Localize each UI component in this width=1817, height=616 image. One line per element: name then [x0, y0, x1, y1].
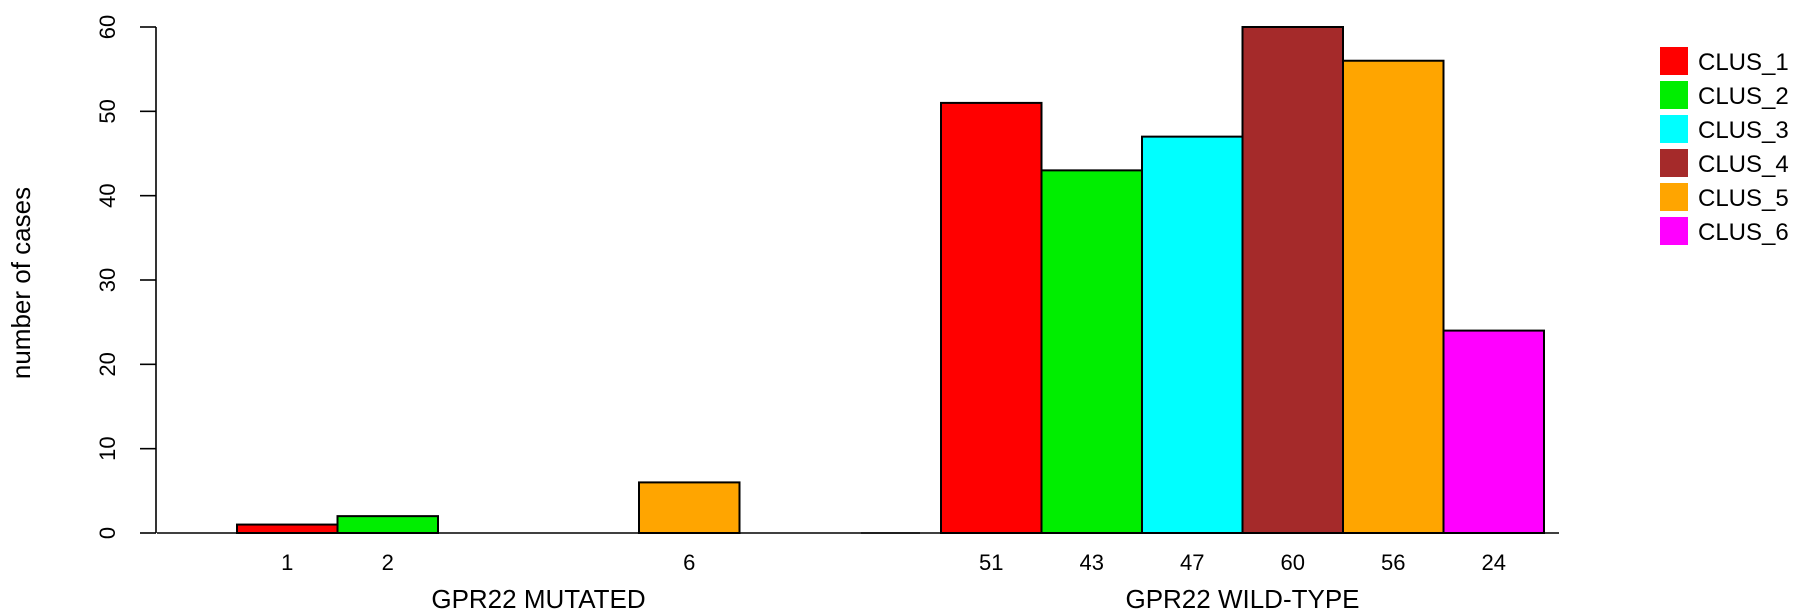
- bar-count-label: 56: [1381, 550, 1405, 575]
- bar-count-label: 1: [281, 550, 293, 575]
- legend-swatch: [1660, 47, 1688, 75]
- bar-count-label: 24: [1482, 550, 1506, 575]
- panel-1: 51 43 47 60 56 24 GPR22 WILD-TYPE: [861, 26, 1559, 614]
- chart-panels: 1 2 6 GPR22 MUTATED 51 43 47 60 56 24 GPR22 WILD-T…: [157, 26, 1559, 614]
- bar-count-label: 51: [979, 550, 1003, 575]
- legend-swatch: [1660, 115, 1688, 143]
- legend-label: CLUS_1: [1698, 49, 1789, 76]
- legend-swatch: [1660, 183, 1688, 211]
- y-tick-label: 0: [95, 527, 120, 539]
- legend-swatch: [1660, 149, 1688, 177]
- bar-count-label: 2: [382, 550, 394, 575]
- panel-0: 1 2 6 GPR22 MUTATED: [157, 481, 920, 614]
- legend-label: CLUS_4: [1698, 151, 1789, 178]
- legend-label: CLUS_3: [1698, 117, 1789, 144]
- bar-count-label: 6: [683, 550, 695, 575]
- y-tick-label: 30: [95, 268, 120, 292]
- y-tick-label: 50: [95, 99, 120, 123]
- y-axis: 0 10 20 30 40 50 60: [95, 15, 157, 539]
- bar: [1241, 26, 1344, 534]
- group-label: GPR22 MUTATED: [431, 584, 645, 614]
- bar: [1442, 329, 1545, 534]
- y-tick-label: 60: [95, 15, 120, 39]
- legend-swatch: [1660, 217, 1688, 245]
- bar: [336, 515, 439, 535]
- legend: CLUS_1 CLUS_2 CLUS_3 CLUS_4 CLUS_5 CLUS_6: [1660, 47, 1789, 246]
- y-axis-title: number of cases: [6, 187, 36, 379]
- bar-count-label: 47: [1180, 550, 1204, 575]
- legend-label: CLUS_6: [1698, 219, 1789, 246]
- y-tick-label: 40: [95, 183, 120, 207]
- y-tick-label: 10: [95, 436, 120, 460]
- bar: [940, 101, 1043, 535]
- bar: [236, 523, 339, 534]
- bar: [638, 481, 741, 534]
- group-label: GPR22 WILD-TYPE: [1125, 584, 1359, 614]
- bar: [1141, 135, 1244, 534]
- legend-swatch: [1660, 81, 1688, 109]
- bar: [1342, 59, 1445, 534]
- legend-label: CLUS_2: [1698, 83, 1789, 110]
- legend-label: CLUS_5: [1698, 185, 1789, 212]
- bar: [1040, 169, 1143, 534]
- bar-count-label: 43: [1080, 550, 1104, 575]
- y-tick-label: 20: [95, 352, 120, 376]
- bar-count-label: 60: [1281, 550, 1305, 575]
